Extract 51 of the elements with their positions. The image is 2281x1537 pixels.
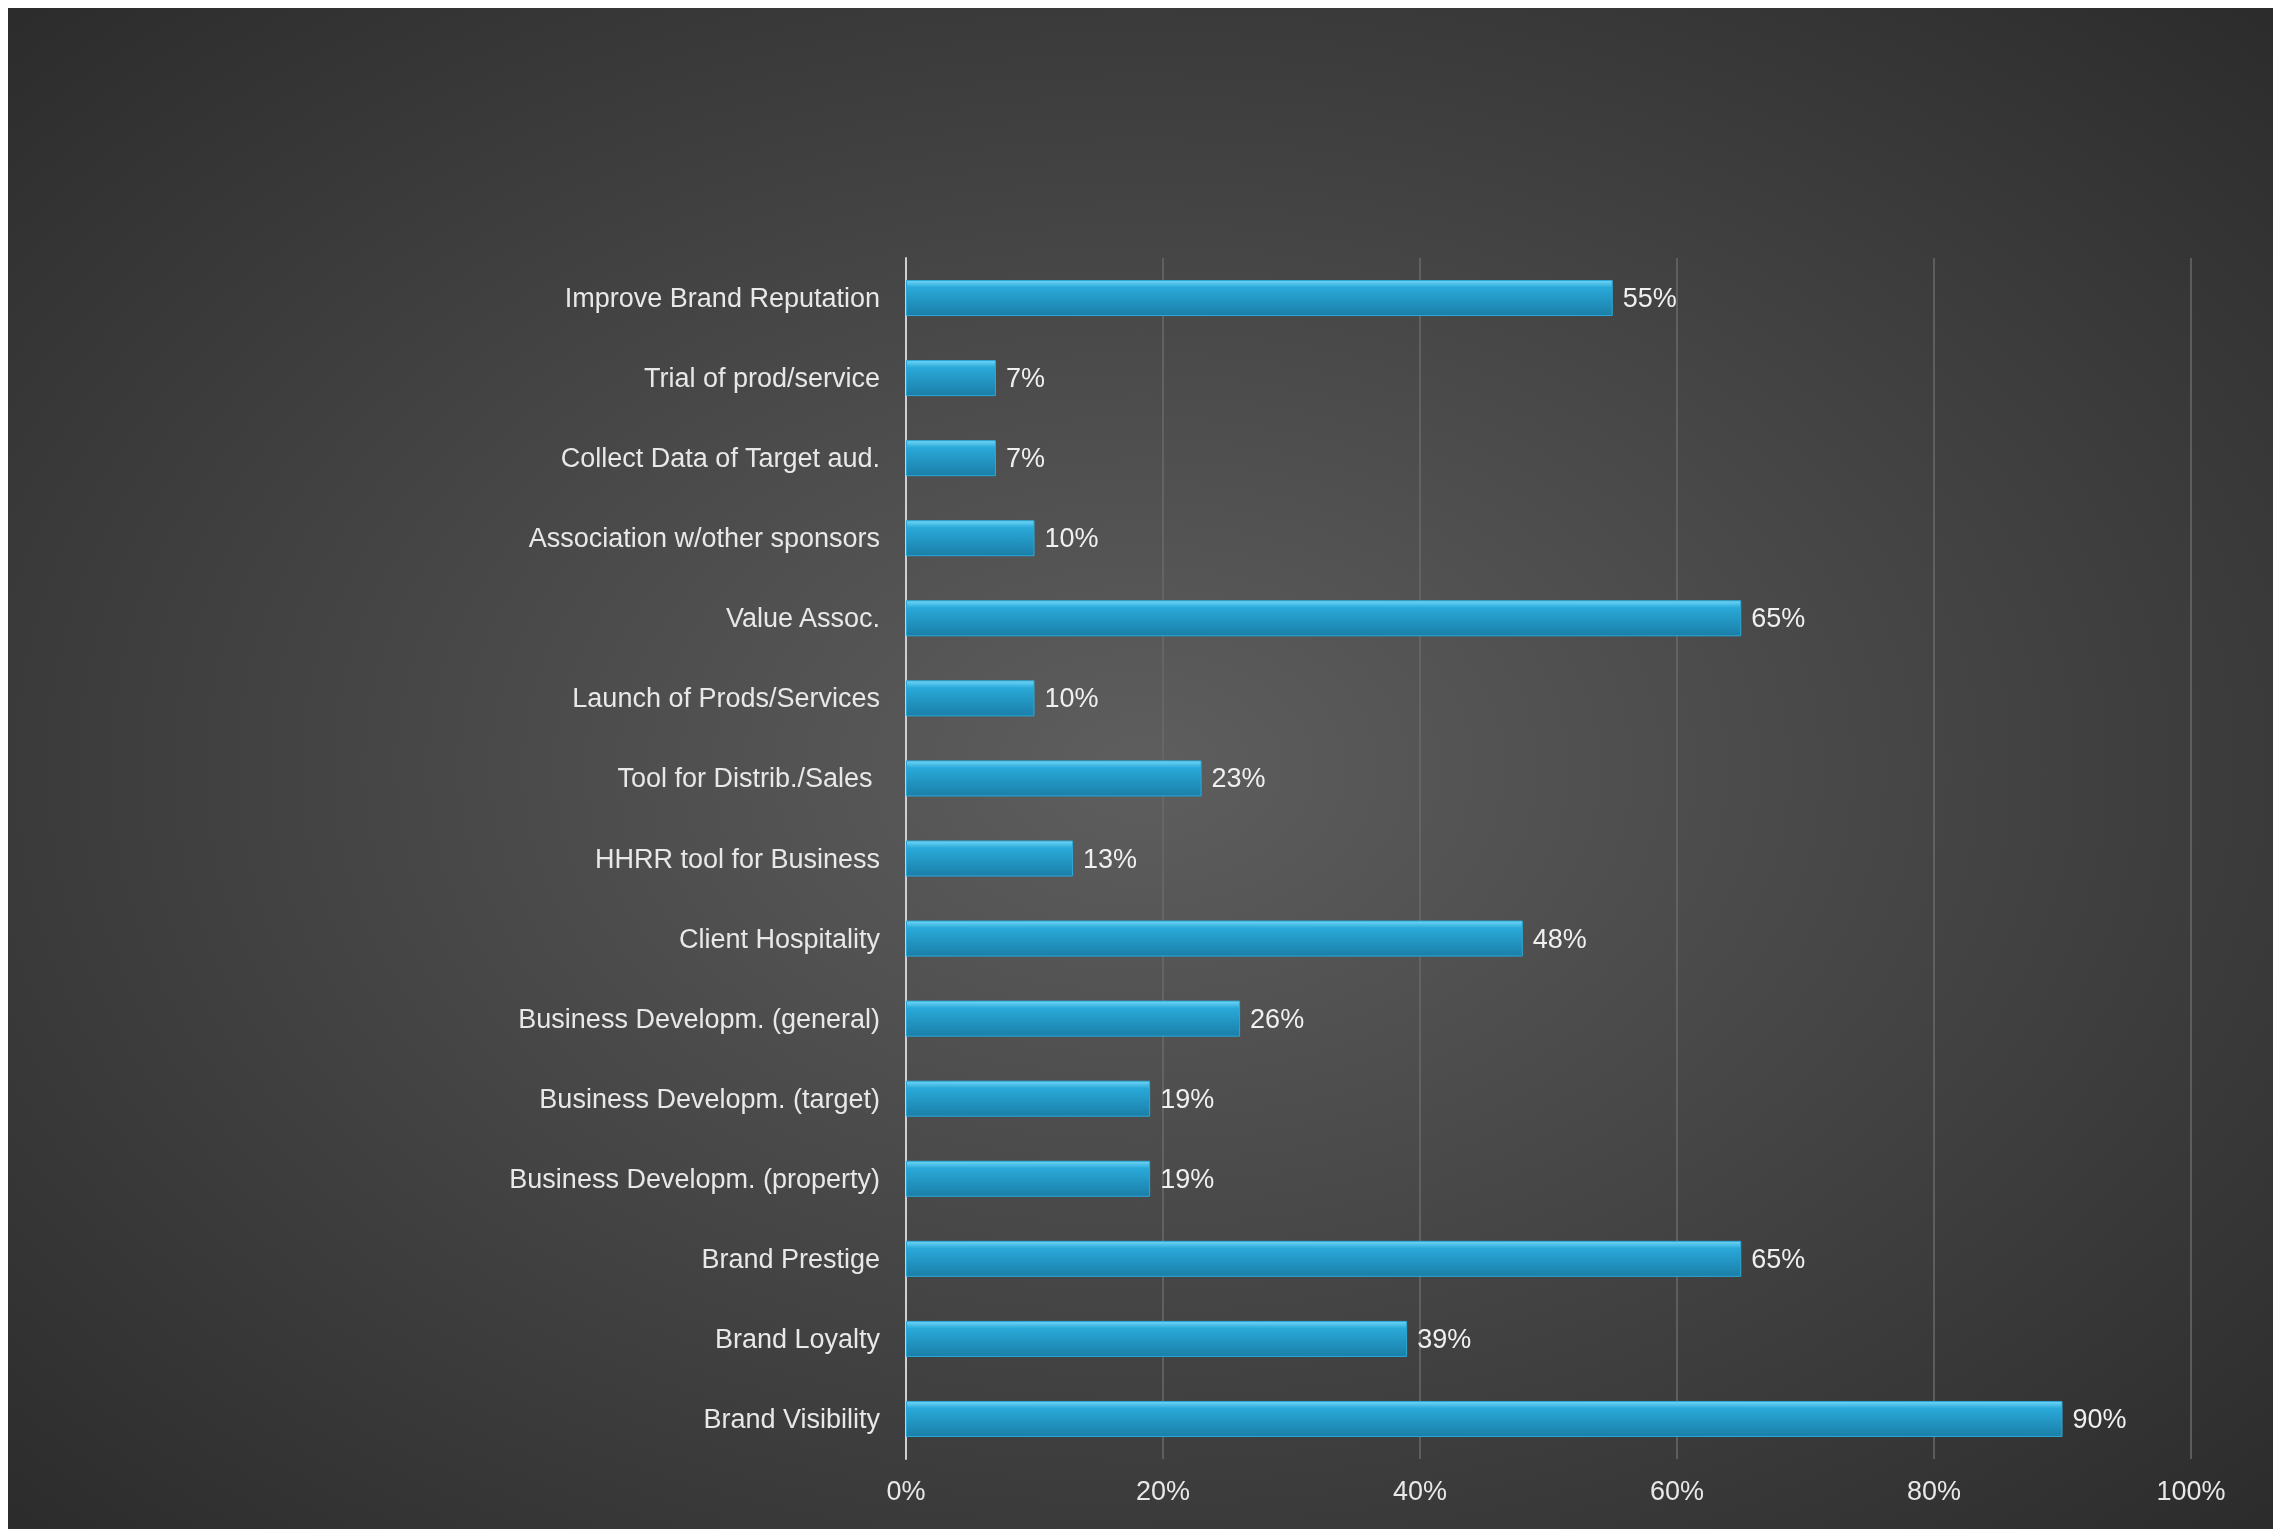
data-label: 90% [2072,1403,2127,1434]
bar [906,1160,1151,1197]
y-tick-label: Association w/other sponsors [528,523,880,554]
data-label: 19% [1160,1083,1215,1114]
data-label: 65% [1751,603,1806,634]
bar [906,360,996,397]
bar [906,280,1613,317]
y-tick-label: Brand Prestige [701,1243,880,1274]
y-tick-label: Business Developm. (target) [539,1083,880,1114]
y-tick-label: Brand Visibility [703,1403,881,1434]
data-label: 23% [1211,763,1266,794]
bar [906,1080,1151,1117]
x-tick-label: 100% [2156,1475,2226,1506]
y-tick-label: HHRR tool for Business [594,843,880,874]
x-tick-label: 40% [1392,1475,1448,1506]
data-label: 10% [1044,523,1099,554]
bar [906,1000,1241,1037]
y-tick-label: Business Developm. (property) [509,1163,880,1194]
y-tick-label: Launch of Prods/Services [572,683,880,714]
y-tick-label: Collect Data of Target aud. [560,443,880,474]
y-tick-label: Brand Loyalty [714,1323,881,1354]
y-tick-label: Client Hospitality [678,923,881,954]
data-label: 39% [1417,1323,1472,1354]
bar [906,440,996,477]
x-tick-label: 60% [1649,1475,1705,1506]
data-label: 10% [1044,683,1099,714]
bar [906,680,1035,717]
data-label: 13% [1083,843,1138,874]
bar [906,840,1074,877]
bar [906,1320,1408,1357]
y-tick-label: Trial of prod/service [643,363,880,394]
bar [906,1400,2063,1437]
data-label: 7% [1005,363,1045,394]
y-tick-label: Improve Brand Reputation [564,283,880,314]
y-tick-label: Value Assoc. [725,603,880,634]
x-tick-label: 20% [1135,1475,1191,1506]
data-label: 48% [1532,923,1587,954]
data-label: 26% [1250,1003,1305,1034]
bar [906,1240,1742,1277]
data-label: 19% [1160,1163,1215,1194]
data-label: 7% [1005,443,1045,474]
bar [906,760,1202,797]
x-tick-label: 0% [886,1475,926,1506]
x-tick-label: 80% [1906,1475,1962,1506]
bar [906,520,1035,557]
y-tick-label: Tool for Distrib./Sales [617,763,880,794]
bar [906,600,1742,637]
data-label: 55% [1622,283,1677,314]
bar [906,920,1523,957]
data-label: 65% [1751,1243,1806,1274]
y-tick-label: Business Developm. (general) [518,1003,880,1034]
